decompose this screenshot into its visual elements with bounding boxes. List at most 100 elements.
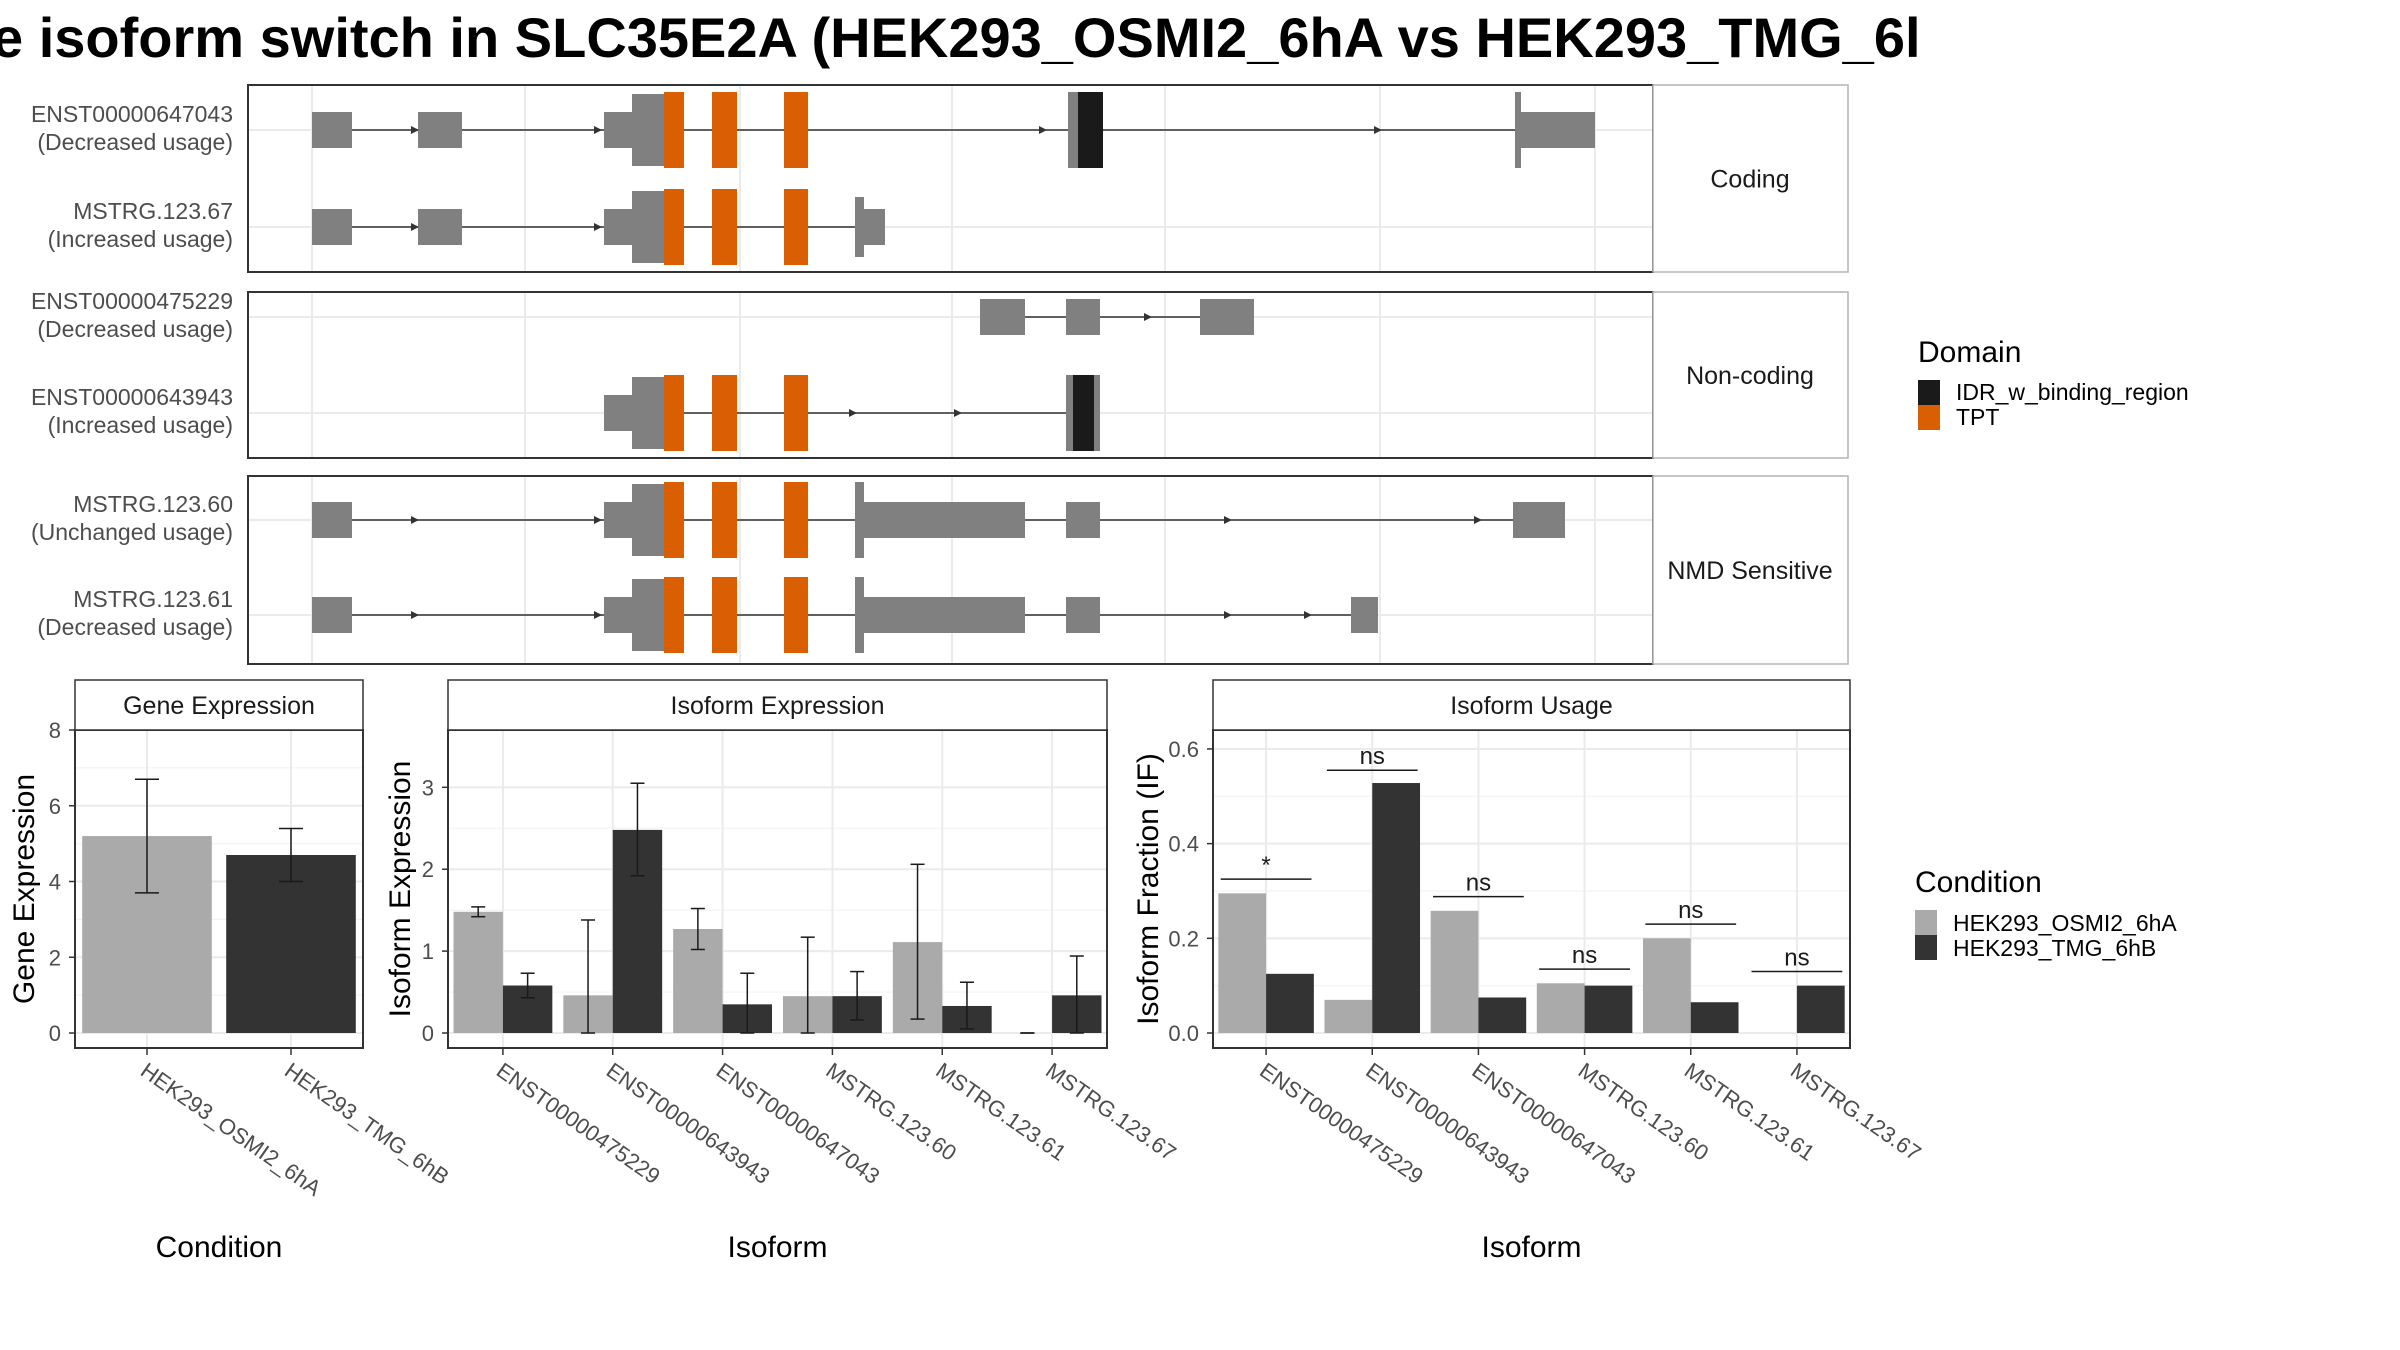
bar <box>1372 783 1421 1033</box>
bar <box>1266 973 1314 1033</box>
exon <box>312 597 352 633</box>
transcript-usage: (Increased usage) <box>48 412 233 438</box>
exon <box>632 377 664 449</box>
transcript-name: ENST00000647043 <box>31 101 233 127</box>
exon <box>604 502 632 538</box>
y-tick-label: 0.4 <box>1168 832 1199 857</box>
tpt-domain <box>712 375 737 451</box>
condition-legend-label-a: HEK293_OSMI2_6hA <box>1953 910 2177 936</box>
bar <box>1690 1002 1739 1033</box>
facet-strip <box>1652 475 1849 665</box>
significance-label: * <box>1261 852 1270 879</box>
y-tick-label: 0.6 <box>1168 737 1199 762</box>
exon <box>980 299 1025 335</box>
facet-strip <box>1652 291 1849 459</box>
strand-arrow <box>594 223 602 231</box>
exon <box>1066 597 1100 633</box>
plot-background <box>1213 730 1850 1048</box>
exon <box>1094 375 1100 451</box>
exon <box>855 197 864 257</box>
panel-strip <box>1212 679 1851 731</box>
tpt-domain <box>712 92 737 168</box>
transcript-mstrg-123-67 <box>312 189 885 265</box>
tpt-domain <box>664 189 684 265</box>
domain-legend-key-tpt <box>1918 405 1940 430</box>
y-tick-label: 0 <box>49 1021 61 1046</box>
transcript-name: ENST00000475229 <box>31 288 233 314</box>
strand-arrow <box>1374 126 1382 134</box>
transcript-usage: (Decreased usage) <box>37 129 233 155</box>
significance-label: ns <box>1360 743 1385 770</box>
y-tick-label: 0 <box>422 1021 434 1046</box>
significance-label: ns <box>1572 942 1597 969</box>
tpt-domain <box>664 577 684 653</box>
structure-panel-background <box>248 292 1653 458</box>
x-axis-title: Isoform <box>1481 1231 1581 1264</box>
y-tick-label: 3 <box>422 775 434 800</box>
exon <box>632 94 664 166</box>
transcript-usage: (Decreased usage) <box>37 316 233 342</box>
strand-arrow <box>1144 313 1152 321</box>
bar <box>1642 938 1691 1033</box>
domain-legend-label-tpt: TPT <box>1956 404 1999 430</box>
condition-legend-title: Condition <box>1915 866 2042 899</box>
facet-strip-label: Non-coding <box>1686 362 1814 390</box>
tpt-domain <box>664 482 684 558</box>
strand-arrow <box>1224 516 1232 524</box>
strand-arrow <box>954 409 962 417</box>
exon <box>1513 502 1565 538</box>
strand-arrow <box>1474 516 1482 524</box>
y-tick-label: 2 <box>49 945 61 970</box>
exon <box>1200 299 1254 335</box>
panel-title: Isoform Usage <box>1450 692 1613 720</box>
condition-legend-label-b: HEK293_TMG_6hB <box>1953 935 2156 961</box>
panel-title: Gene Expression <box>123 692 315 720</box>
bar <box>1324 999 1373 1033</box>
bar <box>1796 985 1845 1033</box>
exon <box>1066 299 1100 335</box>
y-tick-label: 6 <box>49 794 61 819</box>
domain-legend: Domain IDR_w_binding_region TPT <box>1918 336 2189 430</box>
panel-strip <box>447 679 1108 731</box>
y-tick-label: 1 <box>422 939 434 964</box>
panel-title: Isoform Expression <box>671 692 885 720</box>
transcript-name: ENST00000643943 <box>31 384 233 410</box>
condition-legend-key-a <box>1915 910 1937 935</box>
condition-legend-key-b <box>1915 935 1937 960</box>
facet-strip-label: Coding <box>1710 166 1789 194</box>
facet-strip-label: NMD Sensitive <box>1667 557 1832 585</box>
exon <box>1068 92 1078 168</box>
x-axis-title: Condition <box>156 1231 283 1264</box>
exon <box>604 597 632 633</box>
exon <box>1521 112 1595 148</box>
strand-arrow <box>1039 126 1047 134</box>
transcript-name: MSTRG.123.61 <box>73 586 233 612</box>
bar <box>453 911 503 1033</box>
tpt-domain <box>784 375 808 451</box>
strand-arrow <box>594 611 602 619</box>
transcript-mstrg-123-61 <box>312 577 1378 653</box>
transcript-enst00000647043 <box>312 92 1595 168</box>
tpt-domain <box>712 577 737 653</box>
exon <box>604 112 632 148</box>
exon <box>864 597 1025 633</box>
strand-arrow <box>411 611 419 619</box>
exon <box>1066 502 1100 538</box>
facet-strip <box>1652 84 1849 273</box>
structure-panel-background <box>248 85 1653 272</box>
strand-arrow <box>411 126 419 134</box>
transcript-usage: (Increased usage) <box>48 226 233 252</box>
strand-arrow <box>411 516 419 524</box>
tpt-domain <box>784 189 808 265</box>
tpt-domain <box>784 577 808 653</box>
bar <box>1584 985 1633 1033</box>
y-tick-label: 4 <box>49 870 61 895</box>
bar <box>1536 983 1585 1033</box>
exon <box>604 209 632 245</box>
domain-legend-label-idr: IDR_w_binding_region <box>1956 379 2189 405</box>
y-axis-title: Isoform Fraction (IF) <box>1132 753 1165 1025</box>
transcript-enst00000475229 <box>980 299 1254 335</box>
exon <box>604 395 632 431</box>
